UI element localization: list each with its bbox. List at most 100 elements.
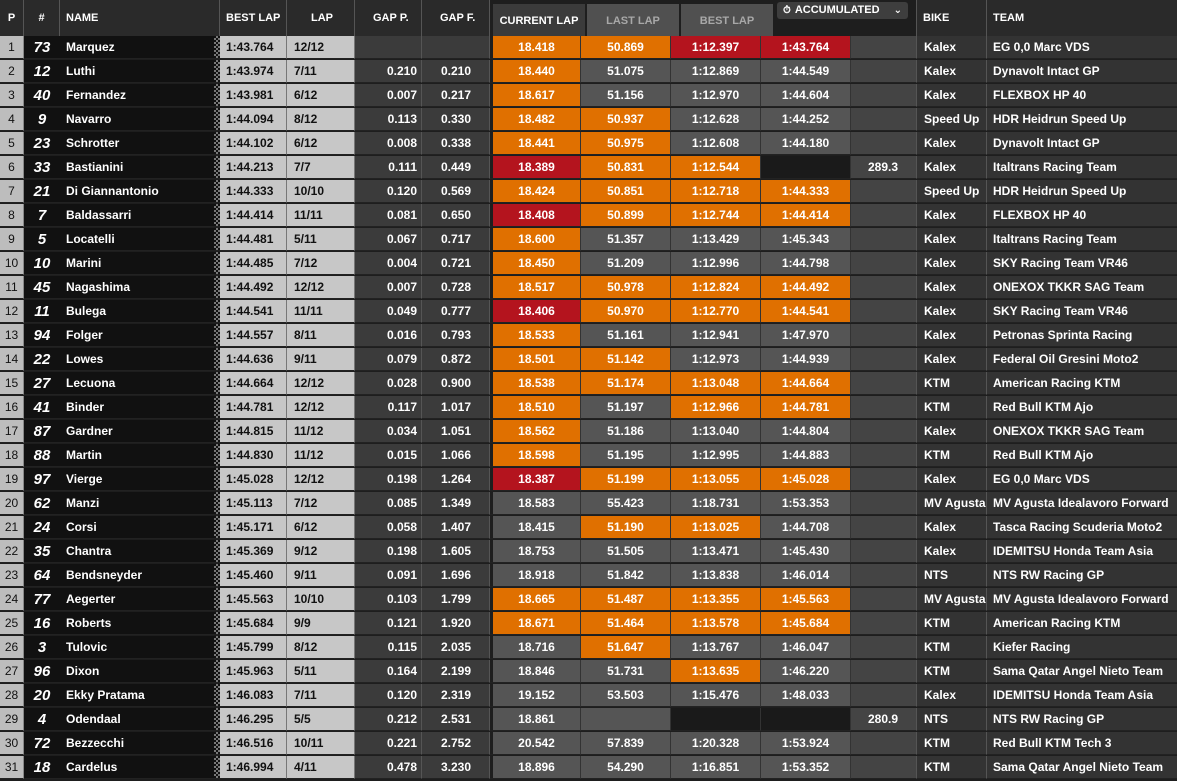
gap-first-cell (422, 36, 490, 59)
sector-2-cell: 51.190 (581, 516, 671, 539)
flag-marker (214, 708, 220, 731)
lap-cell: 5/11 (287, 228, 355, 251)
gap-previous-cell: 0.212 (355, 708, 422, 731)
table-row[interactable]: 15 27 Lecuona 1:44.664 12/12 0.028 0.900 18.538… (0, 372, 1177, 396)
tab-last-lap[interactable]: LAST LAP (587, 4, 679, 36)
table-row[interactable]: 9 5 Locatelli 1:44.481 5/11 0.067 0.717 18.600 5… (0, 228, 1177, 252)
best-lap-cell: 1:44.557 (220, 324, 287, 347)
team-cell: HDR Heidrun Speed Up (987, 180, 1177, 203)
table-row[interactable]: 21 24 Corsi 1:45.171 6/12 0.058 1.407 18.415 51.… (0, 516, 1177, 540)
best-lap-cell: 1:45.028 (220, 468, 287, 491)
rider-number-cell: 96 (24, 660, 60, 683)
column-header-gap-previous[interactable]: GAP P. (355, 0, 422, 36)
table-row[interactable]: 7 21 Di Giannantonio 1:44.333 10/10 0.120 0.56… (0, 180, 1177, 204)
sector-1-cell: 18.665 (493, 588, 581, 611)
table-row[interactable]: 4 9 Navarro 1:44.094 8/12 0.113 0.330 18.482 50.… (0, 108, 1177, 132)
gap-first-cell: 1.799 (422, 588, 490, 611)
flag-marker (214, 396, 220, 419)
rider-name-cell: Binder (60, 396, 214, 419)
column-header-number[interactable]: # (24, 0, 60, 36)
column-header-lap[interactable]: LAP (287, 0, 355, 36)
best-lap-cell: 1:44.636 (220, 348, 287, 371)
bike-cell: KTM (917, 444, 987, 467)
table-row[interactable]: 18 88 Martin 1:44.830 11/12 0.015 1.066 18.598 5… (0, 444, 1177, 468)
flag-marker (214, 300, 220, 323)
sector-2-cell: 54.290 (581, 756, 671, 779)
table-row[interactable]: 24 77 Aegerter 1:45.563 10/10 0.103 1.799 18.66… (0, 588, 1177, 612)
sector-1-cell: 18.441 (493, 132, 581, 155)
table-row[interactable]: 25 16 Roberts 1:45.684 9/9 0.121 1.920 18.671 51… (0, 612, 1177, 636)
table-row[interactable]: 26 3 Tulovic 1:45.799 8/12 0.115 2.035 18.716 51… (0, 636, 1177, 660)
table-row[interactable]: 10 10 Marini 1:44.485 7/12 0.004 0.721 18.450 51… (0, 252, 1177, 276)
best-lap-cell: 1:44.664 (220, 372, 287, 395)
accumulated-dropdown[interactable]: ⏱ ACCUMULATED ⌄ (777, 2, 908, 19)
table-row[interactable]: 6 33 Bastianini 1:44.213 7/7 0.111 0.449 18.389… (0, 156, 1177, 180)
column-header-name[interactable]: NAME (60, 0, 220, 36)
table-row[interactable]: 5 23 Schrotter 1:44.102 6/12 0.008 0.338 18.441… (0, 132, 1177, 156)
speed-cell (851, 324, 917, 347)
table-row[interactable]: 19 97 Vierge 1:45.028 12/12 0.198 1.264 18.387 5… (0, 468, 1177, 492)
column-header-bike[interactable]: BIKE (917, 0, 987, 36)
table-row[interactable]: 12 11 Bulega 1:44.541 11/11 0.049 0.777 18.406 5… (0, 300, 1177, 324)
bike-cell: Kalex (917, 132, 987, 155)
table-row[interactable]: 20 62 Manzi 1:45.113 7/12 0.085 1.349 18.583 55.… (0, 492, 1177, 516)
team-cell: Kiefer Racing (987, 636, 1177, 659)
rider-name-cell: Nagashima (60, 276, 214, 299)
table-row[interactable]: 1 73 Marquez 1:43.764 12/12 18.418 50.869 1:12.… (0, 36, 1177, 60)
table-row[interactable]: 30 72 Bezzecchi 1:46.516 10/11 0.221 2.752 20.5… (0, 732, 1177, 756)
gap-first-cell: 1.605 (422, 540, 490, 563)
table-row[interactable]: 13 94 Folger 1:44.557 8/11 0.016 0.793 18.533 51… (0, 324, 1177, 348)
team-cell: Petronas Sprinta Racing (987, 324, 1177, 347)
tab-current-lap[interactable]: CURRENT LAP (493, 4, 585, 36)
position-cell: 31 (0, 756, 24, 779)
position-cell: 7 (0, 180, 24, 203)
table-row[interactable]: 22 35 Chantra 1:45.369 9/12 0.198 1.605 18.753 5… (0, 540, 1177, 564)
rider-name-cell: Locatelli (60, 228, 214, 251)
sector-4-cell: 1:48.033 (761, 684, 851, 707)
sector-2-cell: 51.731 (581, 660, 671, 683)
table-row[interactable]: 3 40 Fernandez 1:43.981 6/12 0.007 0.217 18.617… (0, 84, 1177, 108)
sector-2-cell: 51.142 (581, 348, 671, 371)
table-row[interactable]: 23 64 Bendsneyder 1:45.460 9/11 0.091 1.696 18.… (0, 564, 1177, 588)
table-row[interactable]: 29 4 Odendaal 1:46.295 5/5 0.212 2.531 18.861 28… (0, 708, 1177, 732)
table-row[interactable]: 17 87 Gardner 1:44.815 11/12 0.034 1.051 18.562… (0, 420, 1177, 444)
column-header-team[interactable]: TEAM (987, 0, 1177, 36)
position-cell: 20 (0, 492, 24, 515)
gap-previous-cell: 0.117 (355, 396, 422, 419)
sector-4-cell: 1:44.664 (761, 372, 851, 395)
table-row[interactable]: 8 7 Baldassarri 1:44.414 11/11 0.081 0.650 18.4… (0, 204, 1177, 228)
best-lap-cell: 1:46.295 (220, 708, 287, 731)
sector-3-cell: 1:20.328 (671, 732, 761, 755)
tab-best-lap[interactable]: BEST LAP (681, 4, 773, 36)
sector-4-cell: 1:44.541 (761, 300, 851, 323)
speed-cell (851, 132, 917, 155)
flag-marker (214, 372, 220, 395)
bike-cell: Kalex (917, 516, 987, 539)
gap-previous-cell: 0.067 (355, 228, 422, 251)
team-cell: Dynavolt Intact GP (987, 60, 1177, 83)
sector-1-cell: 18.482 (493, 108, 581, 131)
divider (490, 132, 493, 155)
table-row[interactable]: 28 20 Ekky Pratama 1:46.083 7/11 0.120 2.319 19… (0, 684, 1177, 708)
gap-first-cell: 1.349 (422, 492, 490, 515)
gap-first-cell: 1.407 (422, 516, 490, 539)
column-header-position[interactable]: P (0, 0, 24, 36)
column-header-best-lap[interactable]: BEST LAP (220, 0, 287, 36)
column-header-gap-first[interactable]: GAP F. (422, 0, 490, 36)
rider-number-cell: 27 (24, 372, 60, 395)
table-row[interactable]: 2 12 Luthi 1:43.974 7/11 0.210 0.210 18.440 51.0… (0, 60, 1177, 84)
divider (490, 540, 493, 563)
table-row[interactable]: 27 96 Dixon 1:45.963 5/11 0.164 2.199 18.846 51.… (0, 660, 1177, 684)
flag-marker (214, 660, 220, 683)
sector-4-cell: 1:44.492 (761, 276, 851, 299)
table-row[interactable]: 16 41 Binder 1:44.781 12/12 0.117 1.017 18.510 5… (0, 396, 1177, 420)
team-cell: ONEXOX TKKR SAG Team (987, 276, 1177, 299)
table-row[interactable]: 14 22 Lowes 1:44.636 9/11 0.079 0.872 18.501 51.… (0, 348, 1177, 372)
table-row[interactable]: 31 18 Cardelus 1:46.994 4/11 0.478 3.230 18.896… (0, 756, 1177, 780)
table-row[interactable]: 11 45 Nagashima 1:44.492 12/12 0.007 0.728 18.5… (0, 276, 1177, 300)
rider-name-cell: Folger (60, 324, 214, 347)
sector-4-cell: 1:47.970 (761, 324, 851, 347)
sector-1-cell: 18.440 (493, 60, 581, 83)
rider-name-cell: Roberts (60, 612, 214, 635)
lap-cell: 5/5 (287, 708, 355, 731)
